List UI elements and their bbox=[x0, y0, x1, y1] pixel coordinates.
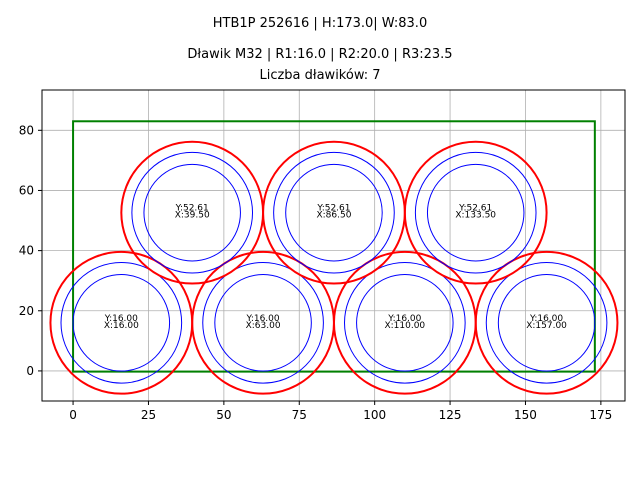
circle-label-y: Y:16.00 bbox=[104, 314, 138, 324]
circle-r1 bbox=[497, 274, 596, 372]
y-tick-label: 20 bbox=[19, 304, 34, 318]
circle-r2 bbox=[273, 151, 395, 274]
circle-label-x: X:133.50 bbox=[455, 211, 496, 221]
circle-label-x: X:63.00 bbox=[246, 321, 281, 331]
chart-title-line1: HTB1P 252616 | H:173.0| W:83.0 bbox=[212, 16, 428, 31]
x-tick-label: 175 bbox=[589, 408, 612, 422]
y-tick-label: 80 bbox=[19, 123, 34, 137]
y-tick-label: 60 bbox=[19, 183, 34, 197]
x-tick-label: 100 bbox=[363, 408, 386, 422]
board-rectangle bbox=[72, 120, 596, 373]
circle-label-x: X:157.00 bbox=[526, 321, 567, 331]
chart-title-line3: Liczba dławików: 7 bbox=[259, 68, 381, 83]
plot-area: Y:16.00X:16.00Y:16.00X:63.00Y:16.00X:110… bbox=[49, 120, 619, 395]
axis-ticks: 0 25 50 75 100 125 150 175 0 20 40 60 80 bbox=[19, 123, 613, 422]
x-tick-label: 125 bbox=[439, 408, 462, 422]
x-tick-label: 50 bbox=[216, 408, 231, 422]
x-tick-label: 75 bbox=[292, 408, 307, 422]
circle-r2 bbox=[202, 261, 324, 384]
circle-label-x: X:16.00 bbox=[104, 321, 139, 331]
circle-outer-r3 bbox=[403, 140, 548, 285]
circle-label-x: X:39.50 bbox=[175, 211, 210, 221]
circle-r1 bbox=[143, 163, 241, 262]
circle-outer-r3 bbox=[474, 250, 619, 395]
circle-label-y: Y:52.61 bbox=[316, 204, 350, 214]
circle-label-y: Y:16.00 bbox=[387, 314, 421, 324]
circle-label-x: X:110.00 bbox=[384, 321, 425, 331]
x-tick-label: 150 bbox=[514, 408, 537, 422]
circle-r1 bbox=[72, 274, 171, 372]
circle-label-y: Y:16.00 bbox=[246, 314, 280, 324]
circle-label-y: Y:16.00 bbox=[529, 314, 563, 324]
circle-label-y: Y:52.61 bbox=[458, 204, 492, 214]
y-tick-label: 40 bbox=[19, 244, 34, 258]
circle-r2 bbox=[60, 261, 183, 384]
circle-r1 bbox=[214, 274, 312, 372]
circle-label-x: X:86.50 bbox=[316, 211, 351, 221]
circle-r2 bbox=[485, 261, 608, 384]
circle-r2 bbox=[131, 151, 254, 274]
x-tick-label: 0 bbox=[69, 408, 77, 422]
circle-r1 bbox=[356, 274, 454, 372]
x-tick-label: 25 bbox=[141, 408, 156, 422]
chart-title-line2: Dławik M32 | R1:16.0 | R2:20.0 | R3:23.5 bbox=[187, 47, 453, 62]
axes-frame bbox=[41, 89, 626, 402]
circle-r2 bbox=[344, 261, 466, 384]
y-tick-label: 0 bbox=[26, 364, 34, 378]
circle-r2 bbox=[414, 151, 537, 274]
circle-r1 bbox=[285, 163, 383, 262]
circle-label-y: Y:52.61 bbox=[175, 204, 209, 214]
circle-r1 bbox=[426, 163, 525, 262]
